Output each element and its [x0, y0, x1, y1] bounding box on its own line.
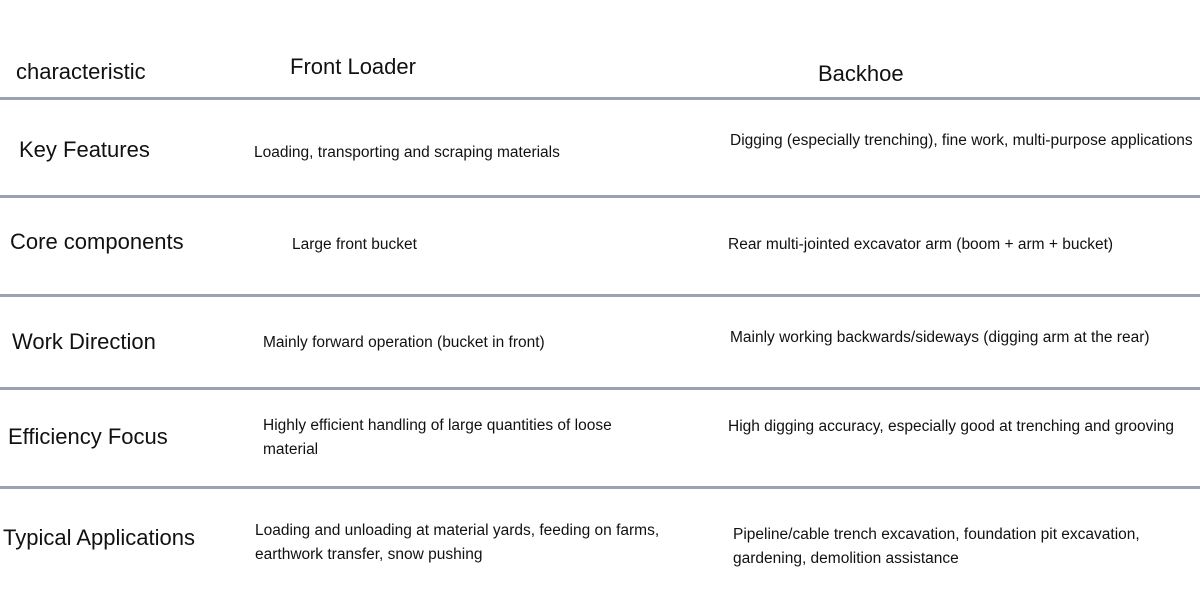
row-divider: [0, 486, 1200, 489]
row-divider: [0, 387, 1200, 390]
front-loader-cell: Loading and unloading at material yards,…: [255, 522, 660, 563]
header-front-loader: Front Loader: [290, 54, 416, 79]
backhoe-cell: Rear multi-jointed excavator arm (boom +…: [728, 236, 1114, 253]
front-loader-cell: Highly efficient handling of large quant…: [263, 417, 612, 458]
header-characteristic: characteristic: [16, 59, 146, 84]
row-divider: [0, 294, 1200, 297]
backhoe-cell: Mainly working backwards/sideways (diggi…: [730, 329, 1150, 346]
row-divider: [0, 195, 1200, 198]
row-label: Efficiency Focus: [8, 424, 168, 449]
front-loader-cell: Mainly forward operation (bucket in fron…: [263, 334, 545, 351]
front-loader-cell: Large front bucket: [292, 236, 417, 253]
row-label: Work Direction: [12, 329, 156, 354]
backhoe-cell: Pipeline/cable trench excavation, founda…: [733, 526, 1140, 567]
backhoe-cell: Digging (especially trenching), fine wor…: [730, 132, 1193, 149]
backhoe-cell: High digging accuracy, especially good a…: [728, 418, 1175, 435]
row-divider: [0, 97, 1200, 100]
row-label: Key Features: [19, 137, 150, 162]
header-backhoe: Backhoe: [818, 61, 904, 86]
front-loader-cell: Loading, transporting and scraping mater…: [254, 144, 560, 161]
row-label: Core components: [10, 229, 184, 254]
row-label: Typical Applications: [3, 525, 195, 550]
